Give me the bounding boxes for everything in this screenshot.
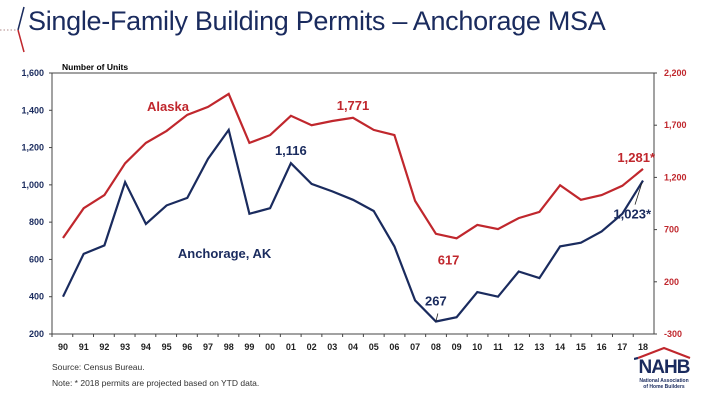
x-tick-label: 09 bbox=[452, 342, 462, 352]
x-tick-label: 18 bbox=[638, 342, 648, 352]
x-tick-label: 15 bbox=[576, 342, 586, 352]
left-tick-label: 400 bbox=[29, 292, 44, 302]
x-tick-label: 93 bbox=[120, 342, 130, 352]
left-tick-label: 1,200 bbox=[21, 143, 44, 153]
x-tick-label: 13 bbox=[534, 342, 544, 352]
left-tick-label: 1,000 bbox=[21, 180, 44, 190]
x-tick-label: 12 bbox=[514, 342, 524, 352]
leader-line bbox=[634, 182, 643, 205]
data-label: 1,023* bbox=[613, 207, 652, 222]
left-tick-label: 1,400 bbox=[21, 105, 44, 115]
nahb-logo: NAHB National Association of Home Builde… bbox=[634, 346, 716, 396]
x-tick-label: 98 bbox=[224, 342, 234, 352]
left-tick-label: 1,600 bbox=[21, 68, 44, 78]
x-tick-label: 08 bbox=[431, 342, 441, 352]
right-tick-label: 700 bbox=[664, 225, 679, 235]
x-tick-label: 16 bbox=[597, 342, 607, 352]
house-roof-icon bbox=[634, 346, 691, 360]
x-tick-label: 07 bbox=[410, 342, 420, 352]
title-bracket-top bbox=[17, 6, 25, 31]
series-name-label: Alaska bbox=[147, 99, 190, 114]
title-decoration bbox=[0, 6, 25, 53]
right-tick-label: -300 bbox=[664, 329, 682, 339]
x-tick-label: 90 bbox=[58, 342, 68, 352]
source-note: Source: Census Bureau. bbox=[52, 362, 145, 372]
right-tick-label: 2,200 bbox=[664, 68, 687, 78]
x-tick-label: 06 bbox=[389, 342, 399, 352]
right-tick-label: 200 bbox=[664, 277, 679, 287]
x-tick-label: 02 bbox=[307, 342, 317, 352]
logo-subtitle-line1: National Association bbox=[639, 378, 689, 384]
x-tick-label: 00 bbox=[265, 342, 275, 352]
annotations-group: 1,771 617 1,281* 1,116 267 1,023* Alaska Anchor… bbox=[147, 98, 656, 322]
title-bracket-bottom bbox=[17, 29, 25, 53]
x-tick-label: 99 bbox=[244, 342, 254, 352]
data-label: 617 bbox=[438, 252, 460, 267]
x-tick-label: 94 bbox=[141, 342, 151, 352]
data-label: 1,116 bbox=[275, 143, 307, 158]
x-tick-label: 11 bbox=[493, 342, 503, 352]
x-tick-label: 04 bbox=[348, 342, 358, 352]
x-tick-label: 92 bbox=[99, 342, 109, 352]
x-tick-label: 17 bbox=[617, 342, 627, 352]
footnote: Note: * 2018 permits are projected based… bbox=[52, 378, 260, 388]
x-tick-label: 95 bbox=[162, 342, 172, 352]
logo-wordmark: NAHB bbox=[638, 357, 691, 378]
x-tick-label: 91 bbox=[79, 342, 89, 352]
data-label: 1,281* bbox=[617, 150, 656, 165]
series-name-label: Anchorage, AK bbox=[178, 246, 272, 261]
data-label: 1,771 bbox=[337, 98, 370, 113]
x-tick-label: 05 bbox=[369, 342, 379, 352]
series-line-anchorage-ak bbox=[62, 127, 644, 323]
right-tick-label: 1,200 bbox=[664, 172, 687, 182]
x-tick-label: 96 bbox=[182, 342, 192, 352]
x-tick-label: 03 bbox=[327, 342, 337, 352]
y-axis-label: Number of Units bbox=[62, 62, 128, 72]
logo-subtitle: National Association of Home Builders bbox=[636, 378, 692, 390]
right-tick-label: 1,700 bbox=[664, 120, 687, 130]
left-tick-label: 600 bbox=[29, 254, 44, 264]
axes: 200 400 600 800 1,000 1,200 1,400 1,600 -300 200 7… bbox=[21, 68, 686, 352]
data-label: 267 bbox=[425, 294, 447, 309]
series-line-alaska bbox=[62, 92, 644, 240]
x-tick-label: 97 bbox=[203, 342, 213, 352]
left-tick-label: 200 bbox=[29, 329, 44, 339]
leader-line bbox=[435, 313, 439, 322]
page-title: Single-Family Building Permits – Anchora… bbox=[28, 6, 606, 36]
x-tick-label: 14 bbox=[555, 342, 565, 352]
logo-subtitle-line2: of Home Builders bbox=[643, 384, 685, 390]
left-tick-label: 800 bbox=[29, 217, 44, 227]
x-tick-label: 10 bbox=[472, 342, 482, 352]
series-group bbox=[62, 92, 644, 323]
x-tick-label: 01 bbox=[286, 342, 296, 352]
